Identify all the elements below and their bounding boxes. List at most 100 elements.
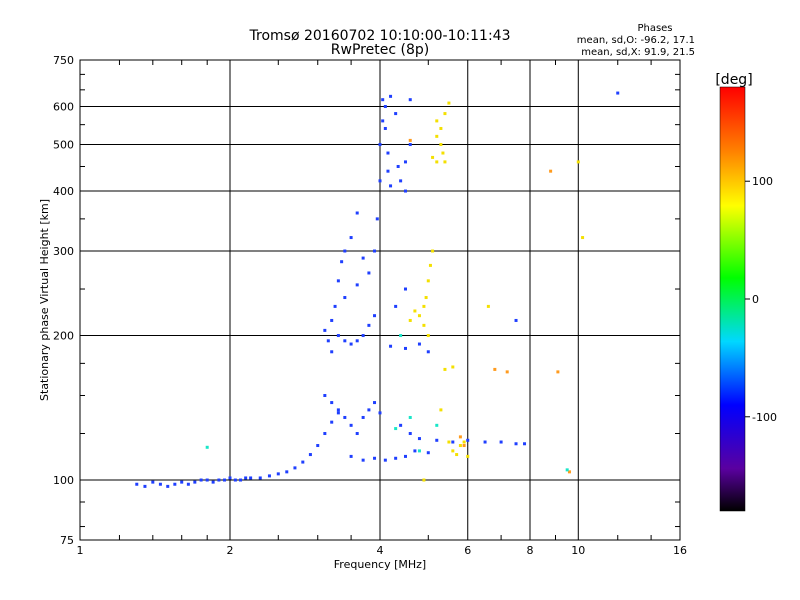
- data-point: [403, 287, 407, 291]
- stats-o-mode: mean, sd,O: -96.2, 17.1: [577, 35, 695, 46]
- data-point: [336, 411, 340, 415]
- data-point: [293, 466, 297, 470]
- data-point: [413, 309, 417, 313]
- data-point: [343, 415, 347, 419]
- data-point: [394, 304, 398, 308]
- data-point: [381, 98, 385, 102]
- data-point: [462, 444, 466, 448]
- data-point: [244, 476, 248, 480]
- data-point: [323, 328, 327, 332]
- data-point: [361, 458, 365, 462]
- colorbar-tick-label: 100: [752, 175, 773, 188]
- data-point: [158, 482, 162, 486]
- colorbar-label: [deg]: [715, 72, 752, 88]
- stats-header: Phases: [637, 23, 672, 34]
- data-point: [399, 334, 403, 338]
- data-point: [431, 155, 435, 159]
- data-point: [343, 249, 347, 253]
- x-tick-label: 6: [464, 544, 471, 557]
- grid-lines: [80, 60, 680, 540]
- data-point: [466, 438, 470, 442]
- data-point: [447, 440, 451, 444]
- x-tick-label: 10: [571, 544, 585, 557]
- data-point: [143, 484, 147, 488]
- data-point: [378, 143, 382, 147]
- y-tick-label: 100: [53, 474, 74, 487]
- data-point: [493, 367, 497, 371]
- colorbar-tick-label: -100: [752, 411, 777, 424]
- data-point: [267, 474, 271, 478]
- series-o-mode-trace: [135, 91, 620, 488]
- data-point: [417, 449, 421, 453]
- data-point: [361, 334, 365, 338]
- data-point: [451, 449, 455, 453]
- data-point: [455, 453, 459, 457]
- y-tick-label: 200: [53, 330, 74, 343]
- data-point: [417, 314, 421, 318]
- x-tick-label: 8: [527, 544, 534, 557]
- data-point: [378, 411, 382, 415]
- data-point: [616, 91, 620, 95]
- data-point: [389, 344, 393, 348]
- colorbar-tick-label: 0: [752, 293, 759, 306]
- y-tick-label: 300: [53, 245, 74, 258]
- data-point: [439, 143, 443, 147]
- data-point: [166, 484, 170, 488]
- x-tick-label: 4: [377, 544, 384, 557]
- data-point: [367, 323, 371, 327]
- data-point: [383, 105, 387, 109]
- x-tick-label: 16: [673, 544, 687, 557]
- data-point: [428, 263, 432, 267]
- data-point: [422, 323, 426, 327]
- data-point: [394, 456, 398, 460]
- data-point: [340, 260, 344, 264]
- data-point: [205, 478, 209, 482]
- data-point: [383, 458, 387, 462]
- data-point: [381, 119, 385, 123]
- data-point: [330, 420, 334, 424]
- data-point: [336, 408, 340, 412]
- data-point: [373, 249, 377, 253]
- data-point: [439, 126, 443, 130]
- chart-title: Tromsø 20160702 10:10:00-10:11:43: [249, 28, 511, 44]
- data-point: [378, 179, 382, 183]
- data-point: [435, 134, 439, 138]
- data-point: [308, 453, 312, 457]
- data-point: [403, 346, 407, 350]
- data-point: [361, 256, 365, 260]
- data-point: [417, 342, 421, 346]
- data-point: [343, 296, 347, 300]
- data-point: [556, 370, 560, 374]
- y-tick-labels: 75 100 200 300 400 500 600 750: [53, 54, 74, 547]
- data-point: [383, 126, 387, 130]
- data-point: [451, 440, 455, 444]
- data-point: [403, 160, 407, 164]
- data-point: [499, 440, 503, 444]
- data-point: [408, 98, 412, 102]
- data-point: [486, 304, 490, 308]
- data-point: [426, 451, 430, 455]
- data-point: [186, 482, 190, 486]
- data-point: [355, 283, 359, 287]
- data-point: [408, 432, 412, 436]
- data-point: [417, 437, 421, 441]
- data-point: [386, 169, 390, 173]
- x-tick-labels: 1 2 4 6 8 10 16: [77, 544, 688, 557]
- data-point: [441, 151, 445, 155]
- data-point: [323, 394, 327, 398]
- data-point: [422, 304, 426, 308]
- data-point: [565, 468, 569, 472]
- data-point: [413, 449, 417, 453]
- data-point: [458, 435, 462, 439]
- series-scattered-cyan-green: [205, 334, 569, 472]
- data-point: [549, 169, 553, 173]
- data-point: [336, 334, 340, 338]
- data-point: [447, 101, 451, 105]
- data-point: [435, 119, 439, 123]
- data-point: [514, 442, 518, 446]
- data-point: [330, 318, 334, 322]
- data-point: [567, 470, 571, 474]
- data-point: [355, 432, 359, 436]
- data-point: [301, 460, 305, 464]
- data-point: [505, 370, 509, 374]
